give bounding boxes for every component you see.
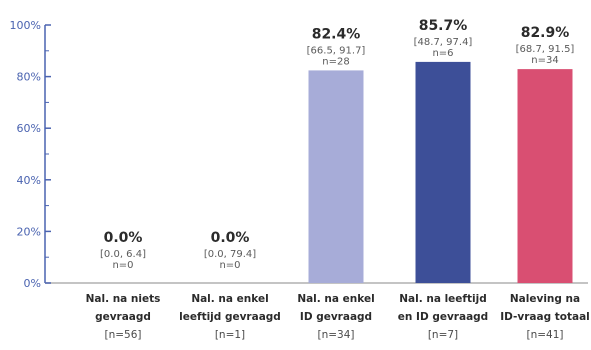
confidence-interval-label: [0.0, 6.4] xyxy=(100,249,146,260)
confidence-interval-label: [48.7, 97.4] xyxy=(414,37,473,48)
category-sample-size: [n=7] xyxy=(428,329,458,341)
category-sample-size: [n=34] xyxy=(317,329,354,341)
category-label: Nal. na leeftijd xyxy=(399,293,486,305)
bar xyxy=(308,70,364,284)
bar-value-label: 85.7% xyxy=(419,18,468,34)
category-label: en ID gevraagd xyxy=(398,311,488,323)
n-count-label: n=0 xyxy=(219,260,240,271)
category-label: leeftijd gevraagd xyxy=(179,311,281,323)
category-label: gevraagd xyxy=(95,311,151,323)
category-label: Naleving na xyxy=(510,293,580,305)
y-tick-label: 60% xyxy=(17,122,41,135)
confidence-interval-label: [66.5, 91.7] xyxy=(307,45,366,56)
y-tick-label: 0% xyxy=(24,277,41,290)
bar-value-label: 82.4% xyxy=(312,26,361,42)
confidence-interval-label: [68.7, 91.5] xyxy=(516,44,575,55)
bar xyxy=(415,61,471,284)
bar xyxy=(517,69,573,283)
bar-value-label: 82.9% xyxy=(521,25,570,41)
confidence-interval-label: [0.0, 79.4] xyxy=(204,249,256,260)
y-tick-label: 80% xyxy=(17,71,41,84)
category-labels-layer: Nal. na niets gevraagd [n=56] Nal. na enkel… xyxy=(86,293,590,341)
category-sample-size: [n=41] xyxy=(526,329,563,341)
n-count-label: n=6 xyxy=(432,48,453,59)
n-count-label: n=0 xyxy=(112,260,133,271)
axis-layer: 0% 20% 40% 60% 80% 100% xyxy=(10,19,588,290)
bar-value-label: 0.0% xyxy=(211,230,250,246)
category-label: Nal. na niets xyxy=(86,293,161,305)
labels-layer: 0.0%[0.0, 6.4]n=00.0%[0.0, 79.4]n=082.4%… xyxy=(100,18,574,271)
category-label: Nal. na enkel xyxy=(191,293,268,305)
n-count-label: n=34 xyxy=(531,55,558,66)
n-count-label: n=28 xyxy=(322,56,349,67)
category-label: ID gevraagd xyxy=(300,311,372,323)
category-sample-size: [n=1] xyxy=(215,329,245,341)
y-tick-label: 20% xyxy=(17,225,41,238)
bar-value-label: 0.0% xyxy=(104,230,143,246)
y-tick-label: 100% xyxy=(10,19,41,32)
category-label: Nal. na enkel xyxy=(297,293,374,305)
bars-layer xyxy=(308,61,573,284)
category-sample-size: [n=56] xyxy=(104,329,141,341)
category-label: ID-vraag totaal xyxy=(500,311,590,323)
y-tick-label: 40% xyxy=(17,174,41,187)
